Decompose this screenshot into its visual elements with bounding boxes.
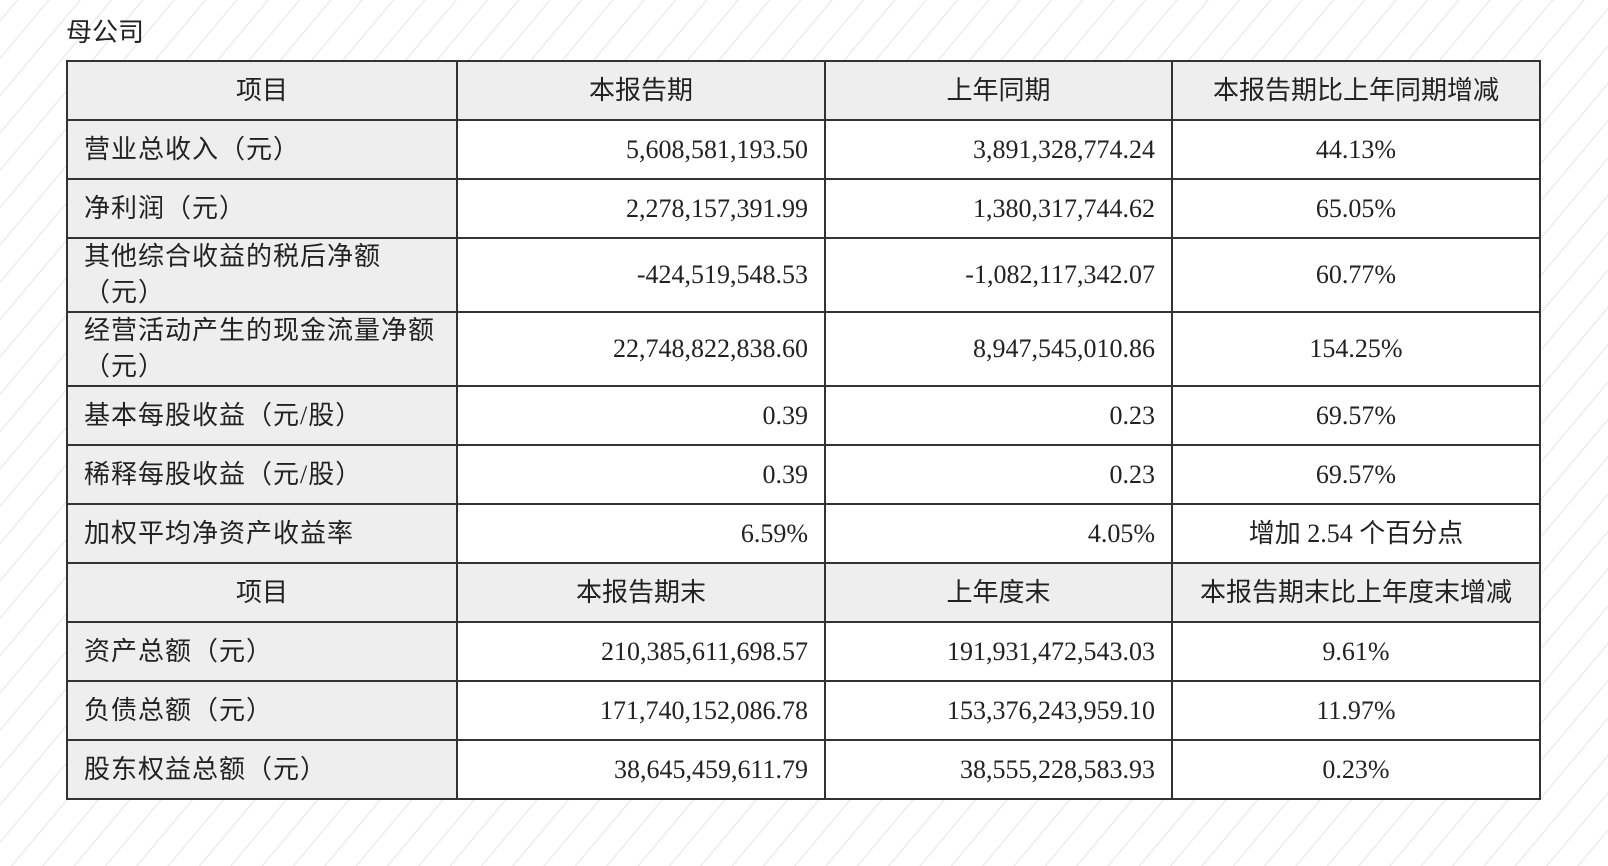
header-cell: 上年同期 [824, 60, 1173, 121]
value-cell: 4.05% [824, 503, 1173, 564]
value-cell: 153,376,243,959.10 [824, 680, 1173, 741]
header-cell: 本报告期 [456, 60, 826, 121]
row-label: 其他综合收益的税后净额（元） [66, 237, 458, 313]
value-cell: 210,385,611,698.57 [456, 621, 826, 682]
header-cell: 本报告期末比上年度末增减 [1171, 562, 1541, 623]
value-cell: 22,748,822,838.60 [456, 311, 826, 387]
value-cell: 60.77% [1171, 237, 1541, 313]
data-row: 基本每股收益（元/股） 0.39 0.23 69.57% [66, 385, 1541, 446]
value-cell: 1,380,317,744.62 [824, 178, 1173, 239]
header-cell: 项目 [66, 60, 458, 121]
data-row: 营业总收入（元） 5,608,581,193.50 3,891,328,774.24… [66, 119, 1541, 180]
row-label: 负债总额（元） [66, 680, 458, 741]
header-cell: 本报告期末 [456, 562, 826, 623]
value-cell: 154.25% [1171, 311, 1541, 387]
value-cell: 6.59% [456, 503, 826, 564]
header-cell: 项目 [66, 562, 458, 623]
value-cell: 2,278,157,391.99 [456, 178, 826, 239]
caption: 母公司 [66, 18, 145, 47]
value-cell: 0.23 [824, 444, 1173, 505]
value-cell: 44.13% [1171, 119, 1541, 180]
header-row: 项目 本报告期末 上年度末 本报告期末比上年度末增减 [66, 562, 1541, 623]
value-cell: 191,931,472,543.03 [824, 621, 1173, 682]
data-row: 经营活动产生的现金流量净额（元） 22,748,822,838.60 8,947,5… [66, 311, 1541, 387]
row-label: 经营活动产生的现金流量净额（元） [66, 311, 458, 387]
row-label: 基本每股收益（元/股） [66, 385, 458, 446]
value-cell: 38,555,228,583.93 [824, 739, 1173, 800]
value-cell: -424,519,548.53 [456, 237, 826, 313]
row-label: 加权平均净资产收益率 [66, 503, 458, 564]
value-cell: 0.23% [1171, 739, 1541, 800]
row-label: 资产总额（元） [66, 621, 458, 682]
value-cell: 5,608,581,193.50 [456, 119, 826, 180]
data-row: 负债总额（元） 171,740,152,086.78 153,376,243,959… [66, 680, 1541, 741]
value-cell: 171,740,152,086.78 [456, 680, 826, 741]
data-row: 资产总额（元） 210,385,611,698.57 191,931,472,543… [66, 621, 1541, 682]
data-row: 加权平均净资产收益率 6.59% 4.05% 增加 2.54 个百分点 [66, 503, 1541, 564]
data-row: 股东权益总额（元） 38,645,459,611.79 38,555,228,583… [66, 739, 1541, 800]
value-cell: 3,891,328,774.24 [824, 119, 1173, 180]
value-cell: 11.97% [1171, 680, 1541, 741]
value-cell: 0.23 [824, 385, 1173, 446]
value-cell: 9.61% [1171, 621, 1541, 682]
data-row: 其他综合收益的税后净额（元） -424,519,548.53 -1,082,117,… [66, 237, 1541, 313]
header-cell: 上年度末 [824, 562, 1173, 623]
row-label: 股东权益总额（元） [66, 739, 458, 800]
data-table: 项目 本报告期 上年同期 本报告期比上年同期增减 营业总收入（元） 5,608,581,1… [66, 60, 1541, 800]
header-cell: 本报告期比上年同期增减 [1171, 60, 1541, 121]
value-cell: 0.39 [456, 444, 826, 505]
row-label: 营业总收入（元） [66, 119, 458, 180]
data-row: 稀释每股收益（元/股） 0.39 0.23 69.57% [66, 444, 1541, 505]
row-label: 净利润（元） [66, 178, 458, 239]
header-row: 项目 本报告期 上年同期 本报告期比上年同期增减 [66, 60, 1541, 121]
row-label: 稀释每股收益（元/股） [66, 444, 458, 505]
value-cell: 0.39 [456, 385, 826, 446]
data-row: 净利润（元） 2,278,157,391.99 1,380,317,744.62 65… [66, 178, 1541, 239]
value-cell: 65.05% [1171, 178, 1541, 239]
value-cell: 8,947,545,010.86 [824, 311, 1173, 387]
value-cell: -1,082,117,342.07 [824, 237, 1173, 313]
value-cell: 38,645,459,611.79 [456, 739, 826, 800]
value-cell: 增加 2.54 个百分点 [1171, 503, 1541, 564]
value-cell: 69.57% [1171, 385, 1541, 446]
value-cell: 69.57% [1171, 444, 1541, 505]
